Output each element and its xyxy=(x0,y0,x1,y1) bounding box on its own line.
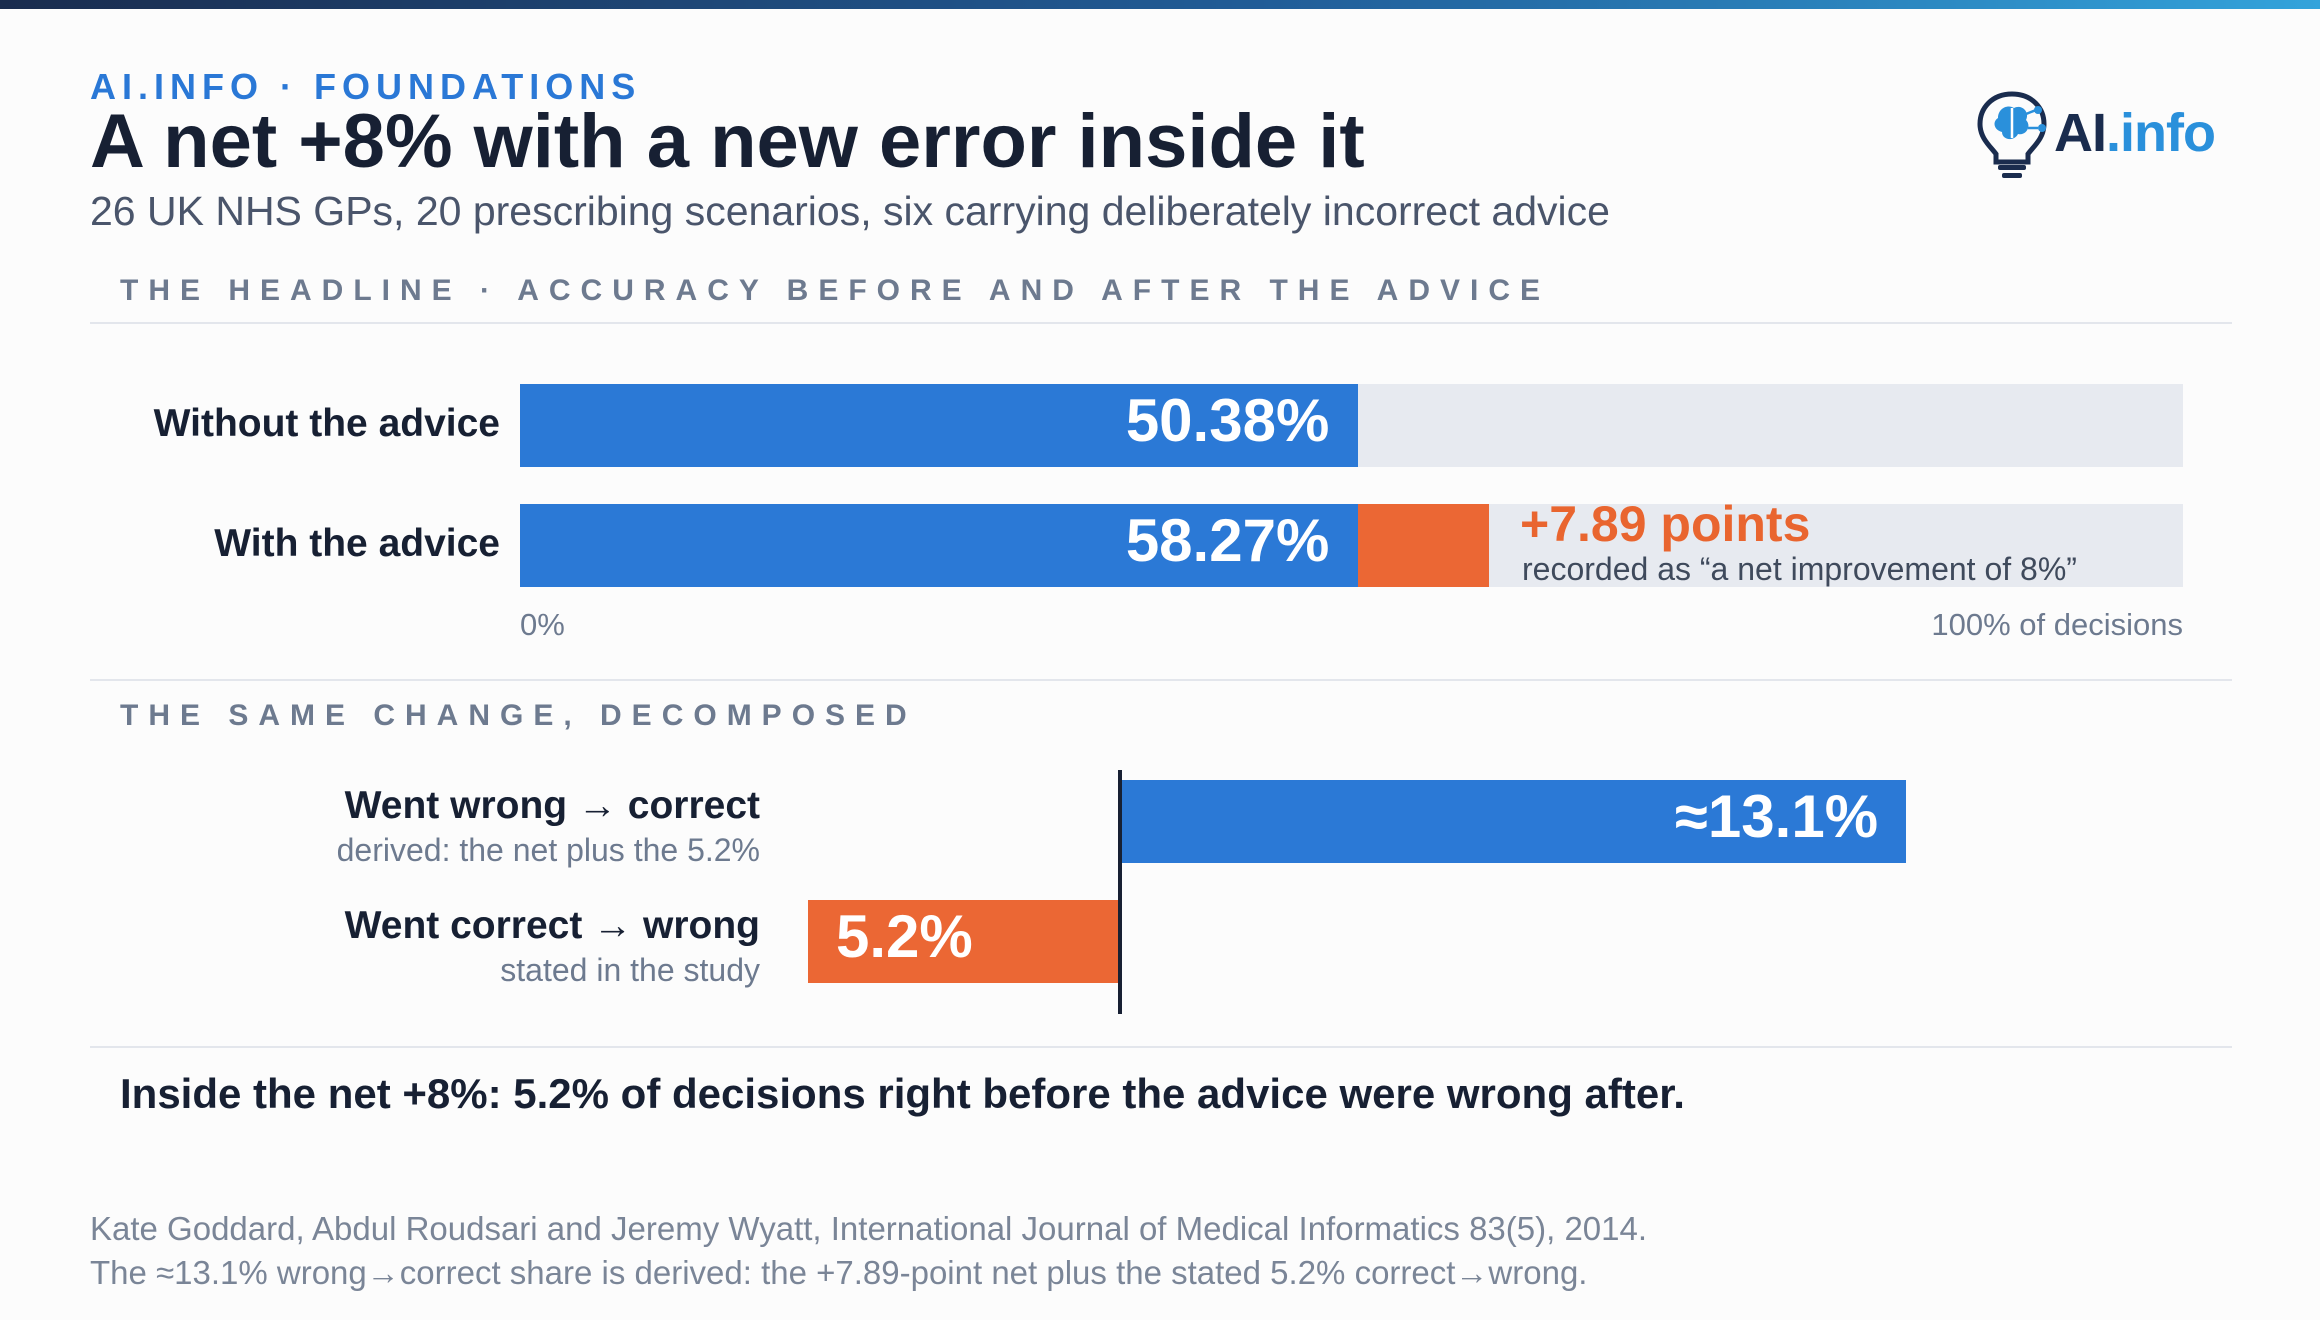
section-divider xyxy=(90,679,2232,681)
bar-with-advice xyxy=(520,504,1358,587)
bar-value-without-advice: 50.38% xyxy=(1125,387,1330,454)
axis-tick-max: 100% of decisions xyxy=(1931,607,2183,642)
source-citation: Kate Goddard, Abdul Roudsari and Jeremy … xyxy=(90,1210,1648,1247)
top-accent-stripe xyxy=(0,0,2320,9)
zero-axis-line xyxy=(1118,770,1122,1014)
row-label-with-advice: With the advice xyxy=(214,522,500,565)
bar-net-gain xyxy=(1357,504,1490,587)
row-label-correct-to-wrong: Went correct → wrong xyxy=(344,904,760,947)
bar-value-wrong-to-correct: ≈13.1% xyxy=(1675,783,1879,850)
logo-wordmark: AI.info xyxy=(2054,103,2216,163)
bar-value-correct-to-wrong: 5.2% xyxy=(836,903,973,970)
section-divider xyxy=(90,1046,2232,1048)
source-note: The ≈13.1% wrong→correct share is derive… xyxy=(90,1254,1588,1291)
section-label-headline: THE HEADLINE · ACCURACY BEFORE AND AFTER… xyxy=(120,274,1551,307)
section-label-decomposed: THE SAME CHANGE, DECOMPOSED xyxy=(120,699,917,732)
bar-value-with-advice: 58.27% xyxy=(1125,507,1330,574)
kicker: AI.INFO · FOUNDATIONS xyxy=(90,66,642,107)
lightbulb-brain-icon xyxy=(1977,91,2047,178)
bar-wrong-to-correct xyxy=(1120,780,1906,863)
page-title: A net +8% with a new error inside it xyxy=(90,99,1365,184)
net-gain-note: recorded as “a net improvement of 8%” xyxy=(1522,551,2077,587)
brand-logo: AI.info xyxy=(1972,88,2232,184)
net-gain-label: +7.89 points xyxy=(1520,496,1811,552)
row-label-wrong-to-correct: Went wrong → correct xyxy=(344,784,760,827)
section-divider xyxy=(90,322,2232,324)
row-sublabel-correct-to-wrong: stated in the study xyxy=(500,952,760,988)
takeaway-statement: Inside the net +8%: 5.2% of decisions ri… xyxy=(120,1070,1685,1117)
row-label-without-advice: Without the advice xyxy=(153,402,500,445)
bar-correct-to-wrong xyxy=(808,900,1120,983)
row-sublabel-wrong-to-correct: derived: the net plus the 5.2% xyxy=(336,832,760,868)
page-subtitle: 26 UK NHS GPs, 20 prescribing scenarios,… xyxy=(90,188,1610,234)
axis-tick-min: 0% xyxy=(520,607,565,642)
bar-without-advice xyxy=(520,384,1358,467)
